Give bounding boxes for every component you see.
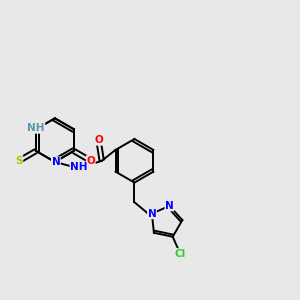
Text: NH: NH (70, 162, 88, 172)
Text: O: O (86, 156, 95, 166)
Text: N: N (148, 209, 156, 219)
Text: N: N (165, 201, 174, 211)
Text: O: O (94, 135, 103, 145)
Text: NH: NH (27, 123, 45, 133)
Text: N: N (52, 157, 60, 167)
Text: Cl: Cl (175, 249, 186, 259)
Text: S: S (15, 156, 23, 166)
